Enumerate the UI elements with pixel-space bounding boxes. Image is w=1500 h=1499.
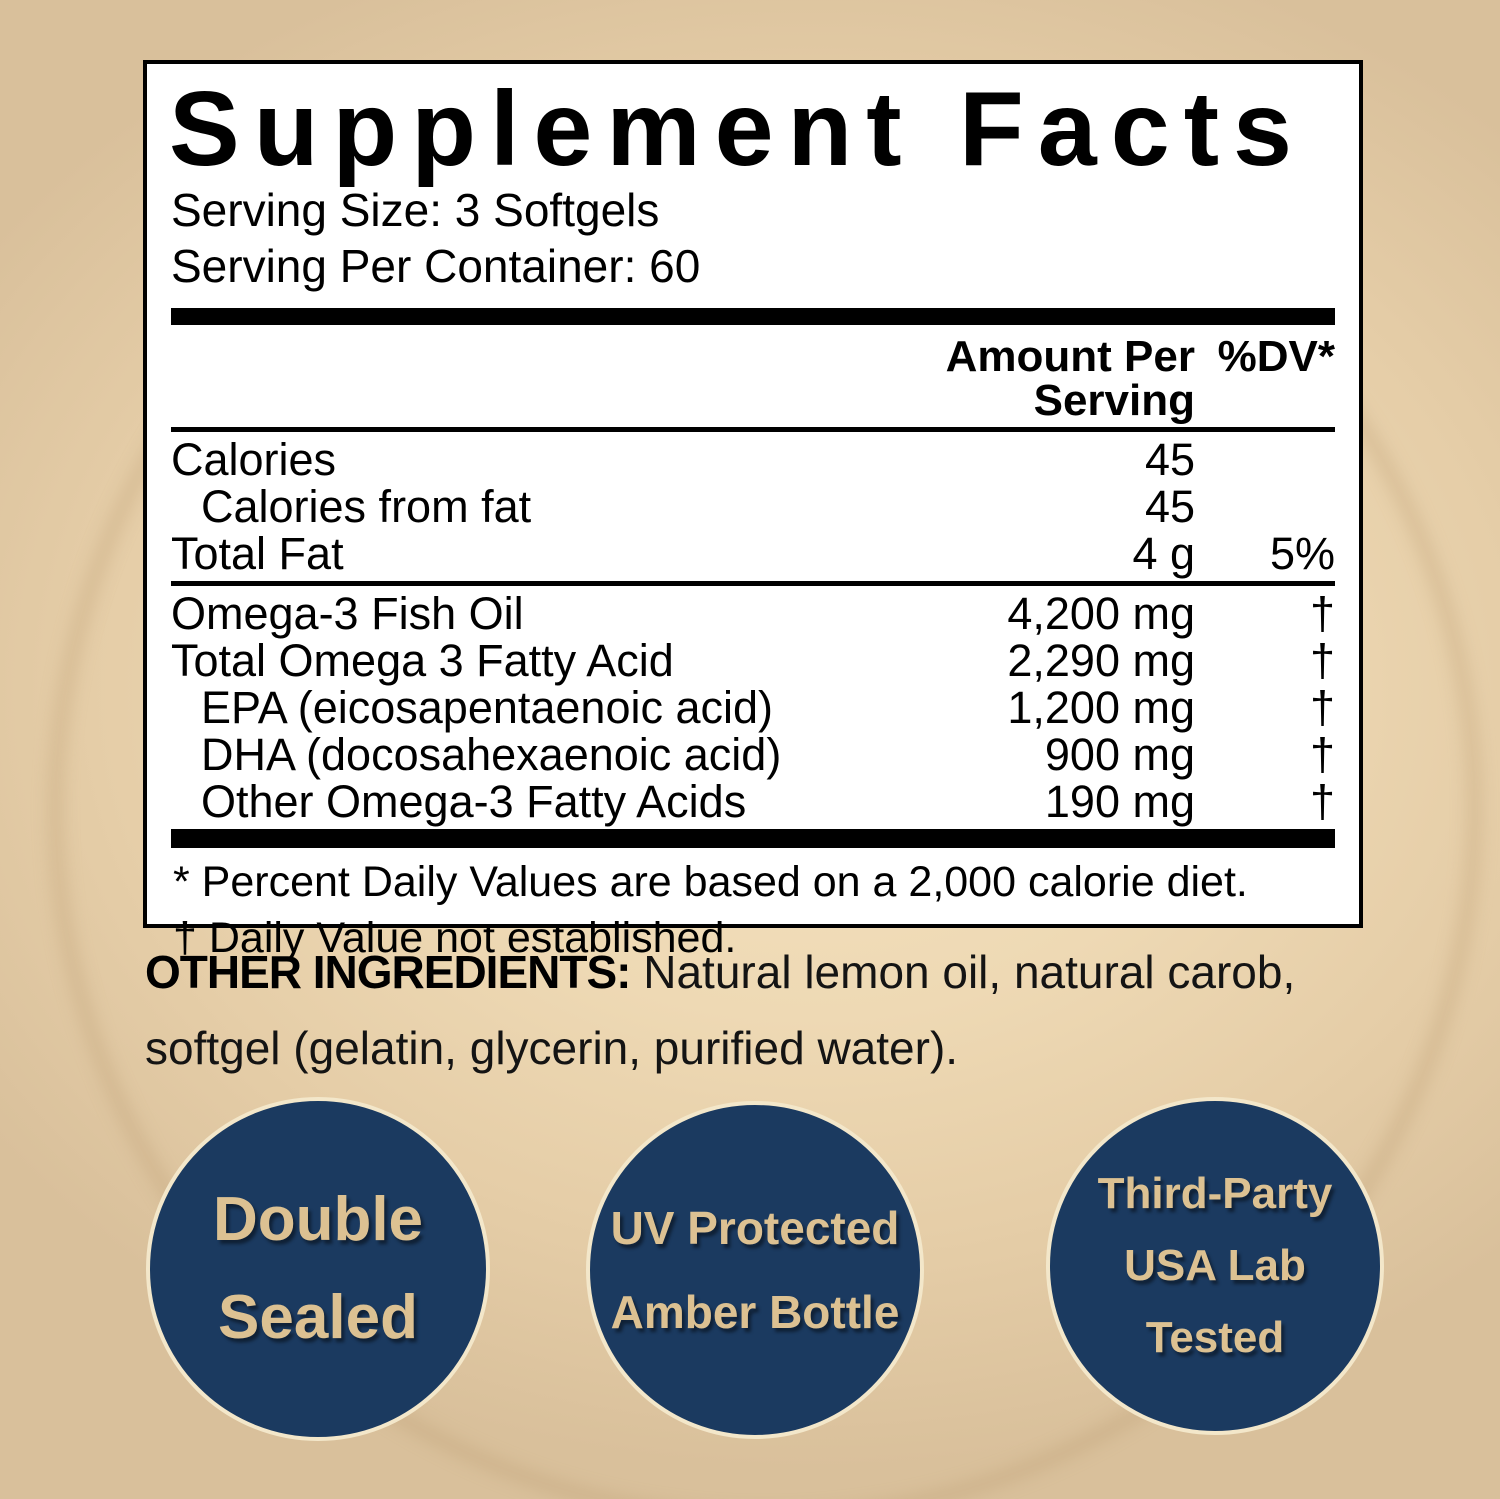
serving-size-line: Serving Size: 3 Softgels (171, 184, 660, 236)
other-ingredients: OTHER INGREDIENTS: Natural lemon oil, na… (145, 934, 1380, 1086)
badge-third-party-usa-lab-tested: Third-Party USA Lab Tested (1046, 1097, 1384, 1435)
divider-thick-bottom (171, 829, 1335, 848)
column-header-dv: %DV* (1217, 332, 1335, 381)
row-amount: 45 (1144, 434, 1195, 485)
row-dv: † (1309, 729, 1335, 780)
divider-thick-top (171, 308, 1335, 325)
footnote-dagger: † Daily Value not established. (173, 914, 737, 962)
table-header-row: Amount Per Serving %DV* (171, 325, 1335, 427)
row-amount: 190 mg (1044, 776, 1195, 827)
row-name: Other Omega-3 Fatty Acids (201, 776, 747, 827)
row-name: Omega-3 Fish Oil (171, 588, 524, 639)
row-amount: 900 mg (1044, 729, 1195, 780)
badge-line: Tested (1145, 1313, 1285, 1362)
divider-medium-2 (171, 581, 1335, 586)
table-row: Calories from fat 45 (171, 483, 1335, 530)
other-ingredients-text: Natural lemon oil, natural carob, softge… (145, 946, 1296, 1074)
footnotes: * Percent Daily Values are based on a 2,… (171, 848, 1335, 964)
row-dv: † (1309, 635, 1335, 686)
row-name: DHA (docosahexaenoic acid) (201, 729, 782, 780)
supplement-facts-panel: Supplement Facts Serving Size: 3 Softgel… (143, 60, 1363, 962)
row-amount: 45 (1144, 481, 1195, 532)
divider-medium-1 (171, 427, 1335, 432)
row-amount: 1,200 mg (1007, 682, 1195, 733)
badge-line: USA Lab (1124, 1241, 1306, 1290)
row-dv: 5% (1269, 528, 1335, 579)
badge-double-sealed: Double Sealed (146, 1097, 490, 1441)
row-name: Calories from fat (201, 481, 532, 532)
badge-line: Double (212, 1185, 424, 1254)
table-row: Omega-3 Fish Oil 4,200 mg † (171, 590, 1335, 637)
column-header-amount: Amount Per Serving (945, 332, 1195, 425)
footnote-daily-value: * Percent Daily Values are based on a 2,… (173, 858, 1248, 906)
table-row: Total Fat 4 g 5% (171, 530, 1335, 577)
row-name: EPA (eicosapentaenoic acid) (201, 682, 774, 733)
row-amount: 4,200 mg (1007, 588, 1195, 639)
table-row: Total Omega 3 Fatty Acid 2,290 mg † (171, 637, 1335, 684)
panel-title: Supplement Facts (169, 70, 1306, 188)
row-name: Calories (171, 434, 337, 485)
badge-line: Third-Party (1097, 1169, 1333, 1218)
badge-line: Sealed (218, 1283, 418, 1352)
row-name: Total Omega 3 Fatty Acid (171, 635, 674, 686)
table-row: EPA (eicosapentaenoic acid) 1,200 mg † (171, 684, 1335, 731)
other-ingredients-label: OTHER INGREDIENTS: (145, 946, 631, 998)
table-section-macros: Calories 45 Calories from fat 45 Total F… (171, 432, 1335, 581)
row-dv: † (1309, 588, 1335, 639)
table-row: Calories 45 (171, 436, 1335, 483)
table-section-omega: Omega-3 Fish Oil 4,200 mg † Total Omega … (171, 586, 1335, 829)
row-amount: 2,290 mg (1007, 635, 1195, 686)
row-dv: † (1309, 776, 1335, 827)
table-row: DHA (docosahexaenoic acid) 900 mg † (171, 731, 1335, 778)
row-amount: 4 g (1132, 528, 1195, 579)
servings-per-container-line: Serving Per Container: 60 (171, 240, 701, 292)
row-dv: † (1309, 682, 1335, 733)
table-row: Other Omega-3 Fatty Acids 190 mg † (171, 778, 1335, 825)
row-name: Total Fat (171, 528, 344, 579)
badge-uv-protected-amber-bottle: UV Protected Amber Bottle (586, 1101, 924, 1439)
badge-line: UV Protected (610, 1202, 900, 1254)
badge-line: Amber Bottle (610, 1286, 900, 1338)
